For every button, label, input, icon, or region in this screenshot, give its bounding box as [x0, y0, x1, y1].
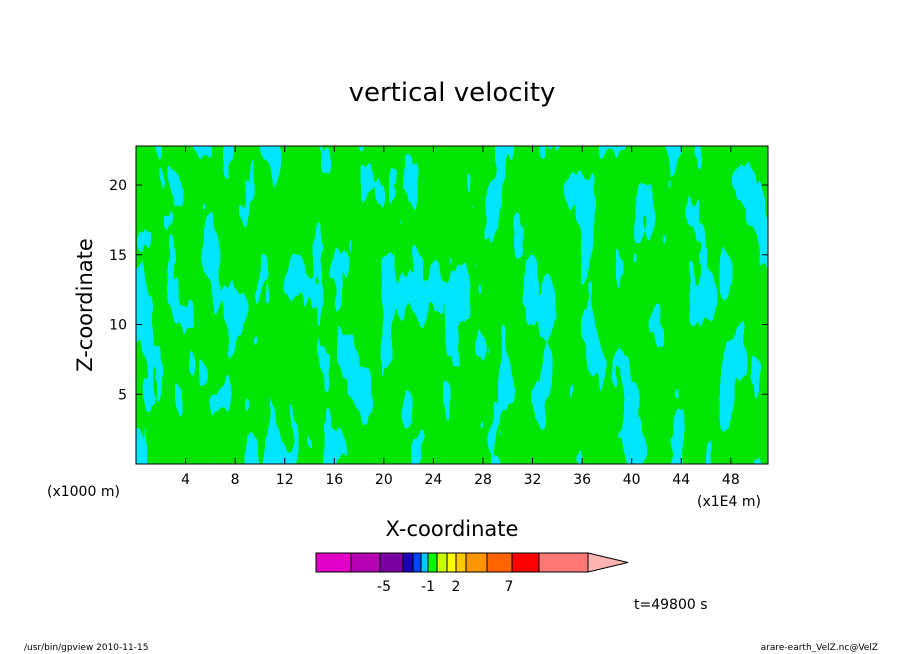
x-tick-label: 32: [524, 472, 542, 488]
x-tick-label: 40: [623, 472, 641, 488]
x-tick-label: 8: [231, 472, 240, 488]
positive-velocity-region: [136, 146, 768, 464]
x-unit-right: (x1E4 m): [697, 494, 761, 510]
colorbar-swatch: [315, 552, 352, 573]
colorbar-tick-label: 2: [452, 579, 461, 595]
y-tick-label: 10: [109, 318, 127, 334]
colorbar-swatch: [538, 552, 589, 573]
colorbar-swatch: [486, 552, 513, 573]
colorbar-swatch: [412, 552, 422, 573]
y-axis-label: Z-coordinate: [73, 238, 97, 372]
colorbar-swatch: [465, 552, 488, 573]
x-axis: 4 8 12 16 20 24 28 32 36 40 44 48: [181, 146, 740, 488]
colorbar-swatch: [446, 552, 457, 573]
chart-title: vertical velocity: [349, 78, 556, 108]
x-tick-label: 36: [573, 472, 591, 488]
colorbar-tick-label: -5: [377, 579, 391, 595]
colorbar-swatch: [379, 552, 404, 573]
y-tick-label: 15: [109, 248, 127, 264]
y-tick-label: 5: [118, 387, 127, 403]
colorbar-swatch: [511, 552, 540, 573]
plot-area: [135, 145, 769, 465]
x-tick-label: 4: [181, 472, 190, 488]
colorbar-tick-label: 7: [505, 579, 514, 595]
x-tick-label: 20: [375, 472, 393, 488]
y-tick-label: 20: [109, 178, 127, 194]
x-unit-left: (x1000 m): [47, 484, 120, 500]
x-tick-label: 12: [276, 472, 294, 488]
colorbar: -5 -1 2 7: [315, 552, 629, 595]
time-label: t=49800 s: [634, 597, 708, 613]
footer-right: arare-earth_VelZ.nc@VelZ: [761, 643, 878, 653]
colorbar-swatch: [350, 552, 381, 573]
colorbar-swatch: [402, 552, 414, 573]
x-tick-label: 44: [672, 472, 690, 488]
colorbar-swatch: [420, 552, 429, 573]
x-tick-label: 24: [424, 472, 442, 488]
x-tick-label: 16: [325, 472, 343, 488]
y-axis: 5 10 15 20: [109, 178, 768, 403]
colorbar-extension: [587, 552, 629, 573]
footer-left: /usr/bin/gpview 2010-11-15: [24, 643, 148, 653]
plot-frame: [135, 145, 769, 465]
colorbar-swatch: [427, 552, 438, 573]
colorbar-swatch: [455, 552, 467, 573]
colorbar-tick-label: -1: [421, 579, 435, 595]
x-axis-label: X-coordinate: [386, 517, 519, 541]
colorbar-swatch: [436, 552, 448, 573]
x-tick-label: 48: [722, 472, 740, 488]
x-tick-label: 28: [474, 472, 492, 488]
